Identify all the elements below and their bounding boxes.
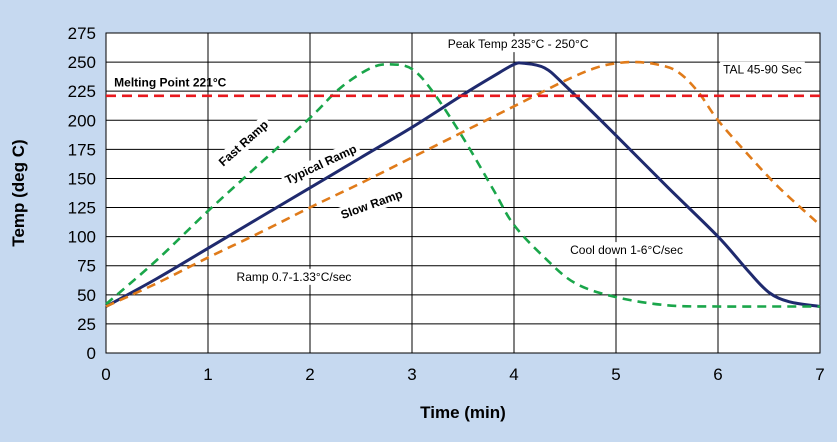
annotation-layer: Peak Temp 235°C - 250°C TAL 45-90 Sec Melt…	[114, 36, 805, 285]
series-line-slow-ramp	[105, 60, 821, 308]
annotation-text: Peak Temp 235°C - 250°C	[448, 37, 589, 51]
plot-border	[105, 32, 821, 354]
series-layer	[105, 60, 821, 308]
annotation: Ramp 0.7-1.33°C/sec	[233, 268, 355, 285]
y-tick-label: 100	[68, 228, 96, 247]
annotation-bg	[567, 242, 686, 259]
annotation: TAL 45-90 Sec	[720, 61, 805, 78]
y-tick-label: 275	[68, 24, 96, 43]
annotation-bg	[335, 184, 408, 224]
x-tick-label: 2	[305, 365, 314, 384]
annotation-text: Ramp 0.7-1.33°C/sec	[237, 270, 352, 284]
y-tick-label: 75	[77, 257, 96, 276]
tick-labels: 0 25 50 75 100 125 150 175 200 225 250 275 0 1 2 3 4 5 6 7	[68, 24, 825, 384]
series-line-fast-ramp	[105, 63, 820, 308]
y-tick-label: 175	[68, 140, 96, 159]
annotation: Peak Temp 235°C - 250°C	[444, 36, 592, 53]
y-tick-label: 0	[87, 344, 96, 363]
y-tick-label: 200	[68, 111, 96, 130]
plot-area	[106, 33, 820, 353]
annotation-bg	[444, 36, 592, 53]
y-tick-label: 125	[68, 199, 96, 218]
annotation: Cool down 1-6°C/sec	[567, 242, 686, 259]
annotation-bg	[279, 139, 362, 190]
annotation-bg	[720, 61, 805, 78]
x-tick-label: 4	[509, 365, 518, 384]
annotation: Melting Point 221°C	[114, 76, 226, 90]
series-line-typical-ramp	[105, 61, 821, 308]
x-tick-label: 1	[203, 365, 212, 384]
annotation-text: Melting Point 221°C	[114, 76, 226, 90]
annotation-text: Cool down 1-6°C/sec	[570, 243, 683, 257]
x-tick-label: 3	[407, 365, 416, 384]
x-axis-title: Time (min)	[420, 403, 506, 422]
y-tick-label: 50	[77, 286, 96, 305]
x-tick-label: 5	[611, 365, 620, 384]
y-tick-label: 25	[77, 315, 96, 334]
annotation-bg	[213, 114, 274, 172]
y-tick-label: 225	[68, 82, 96, 101]
x-tick-label: 7	[815, 365, 824, 384]
y-tick-label: 150	[68, 169, 96, 188]
y-tick-label: 250	[68, 53, 96, 72]
x-tick-label: 0	[101, 365, 110, 384]
annotation-bg	[233, 268, 355, 285]
x-tick-label: 6	[713, 365, 722, 384]
y-axis-title: Temp (deg C)	[9, 139, 28, 246]
annotation-text: TAL 45-90 Sec	[723, 63, 802, 77]
